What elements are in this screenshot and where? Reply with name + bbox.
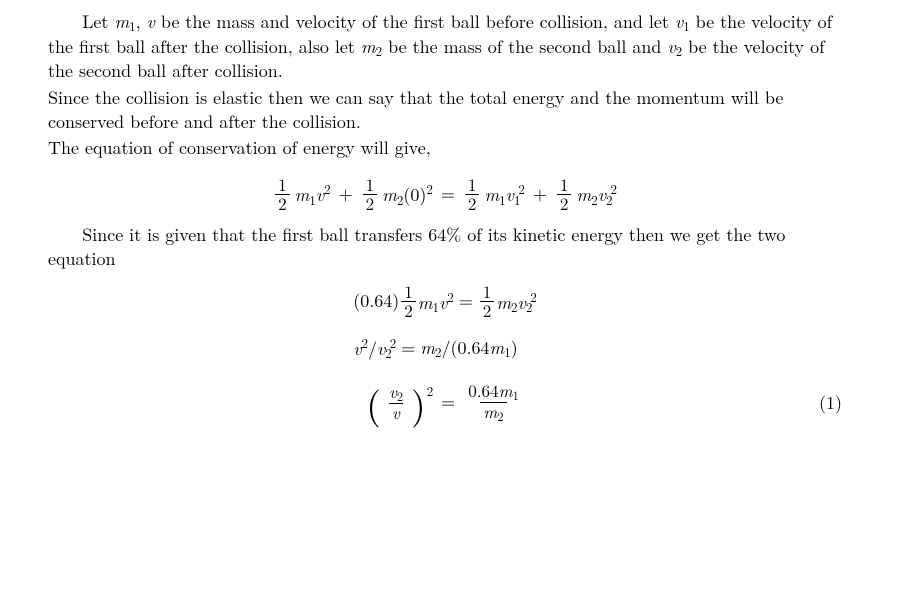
- fraction: v2 v: [386, 383, 406, 422]
- percent-value: 64%: [428, 222, 461, 247]
- paragraph-2: Since the collision is elastic then we c…: [48, 86, 842, 135]
- left-paren: (: [366, 385, 381, 421]
- math-v1: v1: [675, 9, 690, 34]
- equation-number: (1): [819, 391, 842, 415]
- term: m2v22: [576, 180, 616, 208]
- equals-op: =: [436, 182, 460, 206]
- equation-ratio: ( v2 v ) 2 = 0.64m1 m2 (1): [48, 382, 842, 424]
- exponent: 2: [427, 382, 433, 399]
- fraction: 1 2: [275, 176, 290, 213]
- denominator: 2: [557, 194, 572, 213]
- paragraph-1: Let m1, v be the mass and velocity of th…: [48, 10, 842, 84]
- term: m2/(0.64m1): [420, 336, 517, 361]
- denominator: 2: [363, 194, 378, 213]
- paragraph-3: The equation of conservation of energy w…: [48, 136, 842, 160]
- text: be the mass of the second ball and: [382, 34, 667, 59]
- fraction: 1 2: [480, 283, 495, 320]
- paragraph-4: Since it is given that the first ball tr…: [48, 223, 842, 272]
- plus-op: +: [334, 182, 358, 206]
- fraction: 1 2: [557, 176, 572, 213]
- fraction: 1 2: [401, 283, 416, 320]
- denominator: 2: [275, 194, 290, 213]
- math-m2: m2: [361, 34, 382, 59]
- math-v2: v2: [667, 34, 682, 59]
- denominator: 2: [465, 194, 480, 213]
- denominator: v: [389, 403, 403, 422]
- equals-op: =: [396, 336, 420, 360]
- math-m1: m1: [114, 9, 135, 34]
- term: m2v22: [496, 288, 536, 316]
- fraction: 1 2: [465, 176, 480, 213]
- text: Let: [82, 9, 114, 34]
- fraction: 1 2: [363, 176, 378, 213]
- term: m2(0)2: [382, 180, 433, 208]
- factor: (0.64): [353, 289, 399, 313]
- equation-energy-conservation: 1 2 m1v2 + 1 2 m2(0)2 = 1 2 m1v12 + 1 2 …: [48, 173, 842, 213]
- page: Let m1, v be the mass and velocity of th…: [0, 0, 902, 444]
- plus-op: +: [528, 182, 552, 206]
- math-v: v: [147, 9, 155, 34]
- denominator: m2: [480, 402, 506, 423]
- term: m1v2: [418, 288, 454, 316]
- text: be the mass and velocity of the first ba…: [155, 9, 675, 34]
- equation-ke-transfer: (0.64) 1 2 m1v2 = 1 2 m2v22 v2/v22 = m2/…: [48, 283, 842, 362]
- equals-op: =: [436, 390, 460, 414]
- term: v2/v22: [353, 334, 396, 362]
- text: Since it is given that the first ball tr…: [82, 222, 428, 247]
- fraction: 0.64m1 m2: [465, 382, 522, 423]
- term: m1v12: [484, 180, 524, 208]
- term: m1v2: [295, 180, 331, 208]
- denominator: 2: [401, 301, 416, 320]
- denominator: 2: [480, 301, 495, 320]
- equals-op: =: [454, 289, 478, 313]
- right-paren: ): [411, 385, 426, 421]
